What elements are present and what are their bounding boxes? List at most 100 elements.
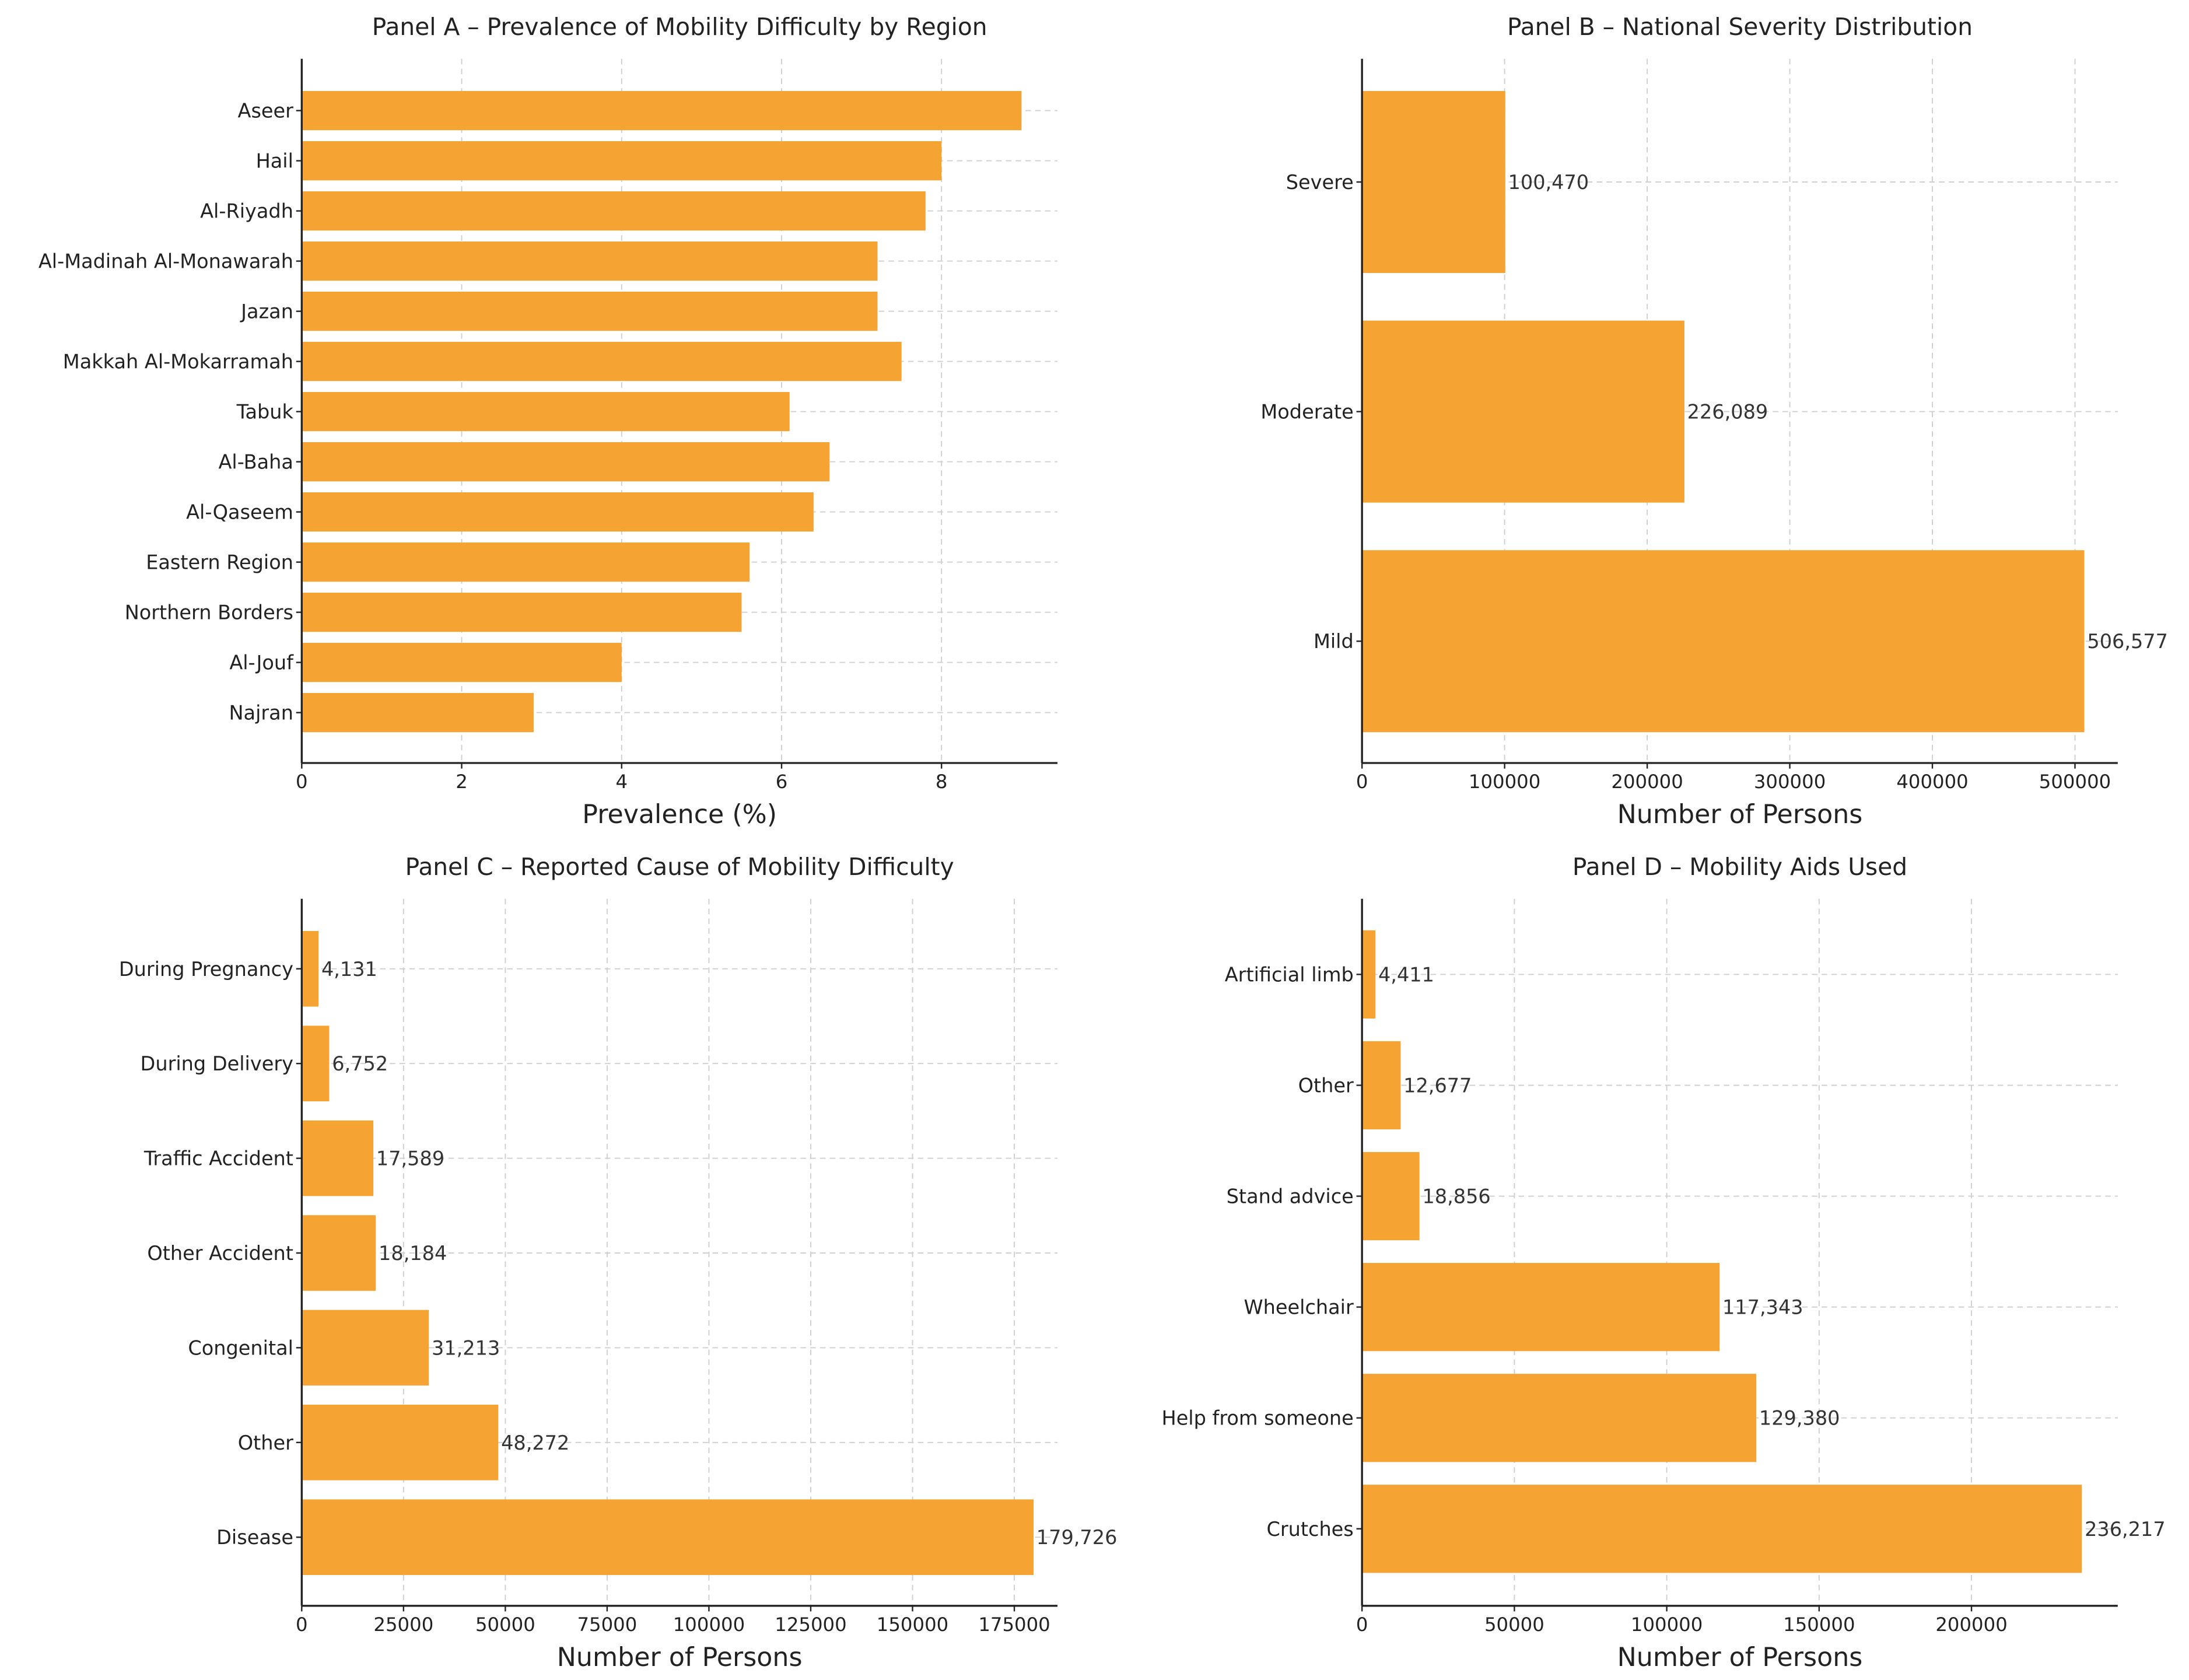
- data-label: 31,213: [432, 1336, 500, 1359]
- category-label: Eastern Region: [146, 551, 293, 574]
- x-axis-label: Number of Persons: [1617, 800, 1863, 830]
- category-label: Stand advice: [1227, 1185, 1354, 1208]
- category-label: Al-Baha: [219, 451, 293, 474]
- bar: [1362, 1485, 2082, 1573]
- panel-c: 0 25000 50000 75000 100000 125000 150000 175000…: [119, 853, 1118, 1672]
- x-tick-label: 100000: [1469, 771, 1540, 793]
- bar: [302, 492, 814, 532]
- category-label: Severe: [1286, 171, 1354, 194]
- category-label: Wheelchair: [1244, 1296, 1354, 1319]
- x-tick-label: 150000: [1783, 1614, 1855, 1636]
- x-tick-label: 400000: [1896, 771, 1968, 793]
- category-label: Other: [238, 1432, 293, 1454]
- bar: [302, 392, 790, 432]
- bar: [1362, 1263, 1720, 1352]
- bar: [1362, 550, 2085, 733]
- x-axis-label: Number of Persons: [1617, 1643, 1863, 1672]
- panel-a: 0 2 4 6 8 Aseer Hail Al-Riyadh Al-Madinah Al-Mon…: [38, 13, 1058, 830]
- x-tick-label: 125000: [775, 1614, 846, 1636]
- data-label: 18,184: [379, 1242, 447, 1265]
- bar: [302, 1405, 499, 1480]
- chart-title: Panel B – National Severity Distribution: [1507, 13, 1973, 41]
- category-label: Other Accident: [147, 1242, 293, 1265]
- category-label: Makkah Al-Mokarramah: [63, 351, 293, 373]
- category-label: Disease: [216, 1526, 293, 1549]
- category-label: Traffic Accident: [143, 1147, 293, 1170]
- x-tick-label: 75000: [577, 1614, 637, 1636]
- data-label: 6,752: [332, 1052, 388, 1075]
- bar: [1362, 1374, 1757, 1462]
- bar: [302, 141, 942, 181]
- bar: [302, 292, 878, 331]
- x-tick-label: 150000: [877, 1614, 948, 1636]
- bar: [302, 342, 902, 382]
- bar: [302, 242, 878, 281]
- bar: [302, 191, 926, 231]
- category-label: Congenital: [188, 1336, 293, 1359]
- bar: [302, 1499, 1034, 1575]
- x-tick-label: 8: [936, 771, 948, 793]
- data-label: 17,589: [376, 1147, 444, 1170]
- bar: [1362, 320, 1684, 503]
- x-axis-label: Prevalence (%): [582, 800, 777, 830]
- category-label: During Delivery: [141, 1052, 293, 1075]
- x-tick-label: 200000: [1935, 1614, 2007, 1636]
- bar: [302, 931, 319, 1007]
- category-label: Moderate: [1260, 401, 1353, 424]
- panel-b: 0 100000 200000 300000 400000 500000 Mild 506,5…: [1260, 13, 2168, 830]
- data-label: 236,217: [2085, 1518, 2166, 1541]
- bar: [302, 442, 830, 482]
- x-tick-label: 0: [296, 771, 308, 793]
- x-tick-label: 0: [1356, 771, 1368, 793]
- category-label: Northern Borders: [125, 601, 293, 624]
- category-label: Tabuk: [236, 401, 294, 424]
- data-label: 18,856: [1422, 1185, 1490, 1208]
- panel-d: 0 50000 100000 150000 200000 Crutches 236,217 H…: [1161, 853, 2165, 1672]
- category-label: Najran: [229, 702, 293, 724]
- x-tick-label: 2: [456, 771, 468, 793]
- category-label: Mild: [1314, 630, 1354, 653]
- bar: [1362, 1152, 1420, 1241]
- data-label: 179,726: [1036, 1526, 1118, 1549]
- data-label: 4,411: [1378, 963, 1434, 986]
- bar: [302, 643, 622, 682]
- bar: [302, 542, 750, 582]
- x-tick-label: 0: [1356, 1614, 1368, 1636]
- category-label: Al-Madinah Al-Monawarah: [38, 250, 293, 273]
- bar: [302, 693, 534, 733]
- x-axis-label: Number of Persons: [557, 1643, 803, 1672]
- x-tick-label: 4: [615, 771, 628, 793]
- data-label: 506,577: [2087, 630, 2168, 653]
- bar: [302, 1215, 376, 1291]
- bar: [302, 593, 742, 632]
- category-label: Aseer: [238, 100, 294, 123]
- category-label: Other: [1298, 1074, 1354, 1097]
- x-tick-label: 25000: [373, 1614, 433, 1636]
- data-label: 117,343: [1722, 1296, 1803, 1319]
- bar: [1362, 1041, 1401, 1130]
- bar: [302, 1310, 429, 1386]
- x-tick-label: 50000: [475, 1614, 535, 1636]
- x-tick-label: 6: [776, 771, 788, 793]
- bar: [1362, 91, 1505, 273]
- x-tick-label: 500000: [2039, 771, 2111, 793]
- bar: [1362, 930, 1376, 1019]
- category-label: Artificial limb: [1225, 963, 1354, 986]
- data-label: 129,380: [1759, 1407, 1840, 1430]
- data-label: 226,089: [1687, 401, 1768, 424]
- category-label: Al-Qaseem: [186, 501, 293, 524]
- category-label: Al-Jouf: [229, 652, 294, 674]
- x-tick-label: 100000: [673, 1614, 745, 1636]
- bar: [302, 1120, 374, 1196]
- bar: [302, 91, 1022, 131]
- data-label: 100,470: [1508, 171, 1589, 194]
- chart-title: Panel C – Reported Cause of Mobility Dif…: [405, 853, 954, 881]
- category-label: Hail: [256, 150, 293, 173]
- x-tick-label: 0: [296, 1614, 308, 1636]
- chart-title: Panel D – Mobility Aids Used: [1572, 853, 1907, 881]
- data-label: 12,677: [1403, 1074, 1472, 1097]
- x-tick-label: 200000: [1611, 771, 1683, 793]
- category-label: Crutches: [1266, 1518, 1353, 1541]
- category-label: Help from someone: [1161, 1407, 1353, 1430]
